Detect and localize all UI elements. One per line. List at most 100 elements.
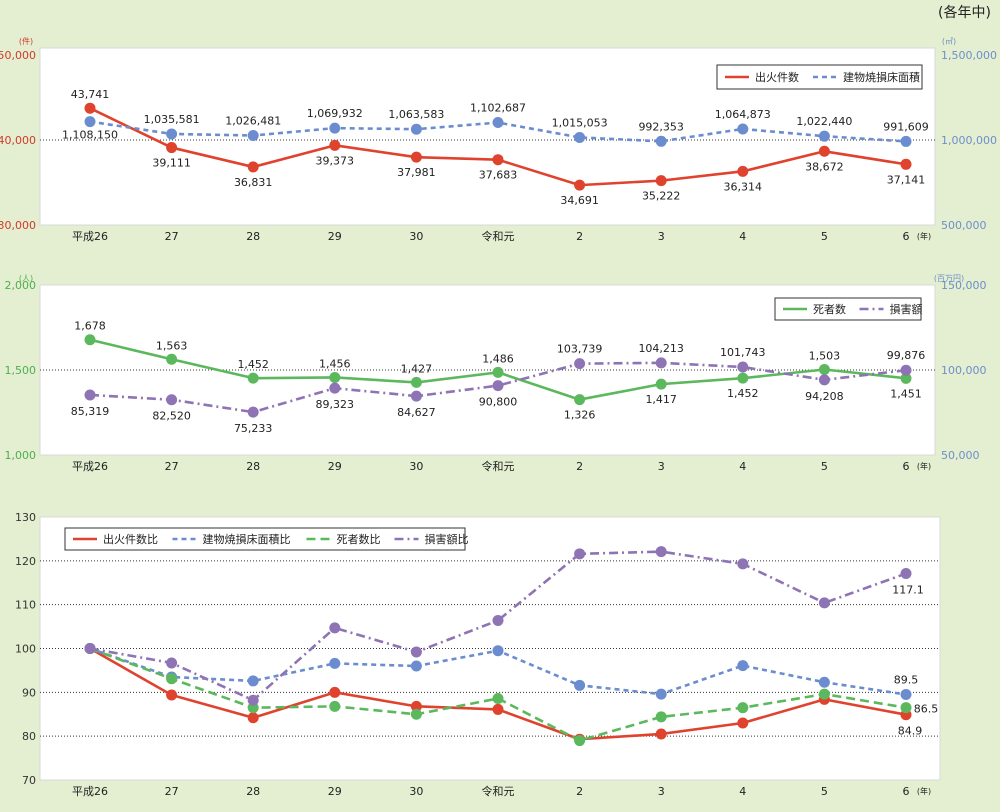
- x-unit-label: (年): [917, 786, 931, 796]
- data-point: [900, 568, 912, 580]
- data-label: 1,063,583: [388, 108, 444, 121]
- data-label: 1,417: [645, 393, 677, 406]
- data-label: 39,111: [152, 157, 191, 170]
- x-tick-label: 6: [903, 460, 910, 473]
- chart-3: 70 80 90 100 110 120 130 平成26 27 28 29 30 令和元 2 3 4 5 6 (年…: [15, 511, 941, 798]
- data-point: [84, 643, 96, 654]
- x-tick-label: 29: [328, 230, 342, 243]
- data-label: 1,452: [727, 387, 759, 400]
- data-label: 82,520: [152, 410, 191, 423]
- y-right-tick-label: 1,000,000: [941, 134, 997, 147]
- data-label: 1,015,053: [552, 116, 608, 129]
- data-label: 103,739: [557, 343, 603, 356]
- legend-label: 出火件数比: [103, 532, 158, 546]
- data-label: 1,452: [237, 358, 269, 371]
- y-right-tick-label: 500,000: [941, 219, 987, 232]
- data-point: [329, 382, 341, 394]
- data-point: [737, 717, 749, 729]
- data-point: [655, 378, 667, 390]
- legend-label: 損害額: [890, 302, 923, 316]
- data-label: 1,678: [74, 320, 106, 333]
- x-tick-label: 3: [658, 785, 665, 798]
- data-label: 1,427: [401, 362, 433, 375]
- y-left-tick-label: 1,500: [5, 364, 37, 377]
- x-unit-label: (年): [917, 231, 931, 241]
- data-label: 992,353: [638, 120, 684, 133]
- legend-box: [774, 297, 922, 321]
- y-left-tick-label: 50,000: [0, 49, 36, 62]
- x-tick-label: 27: [165, 460, 179, 473]
- data-point: [818, 363, 830, 375]
- data-point: [410, 646, 422, 658]
- data-point: [818, 688, 830, 700]
- page-note: (各年中): [938, 5, 991, 21]
- data-point: [329, 371, 341, 383]
- data-label: 1,456: [319, 357, 351, 370]
- x-tick-label: 令和元: [482, 229, 515, 243]
- data-label: 1,102,687: [470, 102, 526, 115]
- data-point: [818, 145, 830, 157]
- x-unit-label: (年): [917, 461, 931, 471]
- x-tick-label: 28: [246, 785, 260, 798]
- data-label: 89.5: [894, 674, 919, 687]
- data-point: [410, 376, 422, 388]
- data-point: [818, 374, 830, 386]
- data-point: [247, 129, 259, 141]
- y-left-tick-label: 130: [15, 511, 36, 524]
- data-label: 1,563: [156, 339, 188, 352]
- data-point: [737, 702, 749, 714]
- y-left-tick-label: 70: [22, 774, 36, 787]
- data-label: 90,800: [479, 396, 518, 409]
- data-point: [247, 675, 259, 687]
- data-label: 84,627: [397, 406, 436, 419]
- x-tick-label: 30: [409, 230, 423, 243]
- data-point: [247, 406, 259, 418]
- data-point: [655, 357, 667, 369]
- x-tick-label: 6: [903, 785, 910, 798]
- data-point: [574, 394, 586, 406]
- legend-label: 建物焼損床面積比: [203, 532, 291, 546]
- x-tick-label: 令和元: [482, 784, 515, 798]
- data-point: [574, 735, 586, 747]
- x-tick-label: 28: [246, 230, 260, 243]
- data-label: 1,035,581: [144, 113, 200, 126]
- data-point: [84, 116, 96, 128]
- legend-box: [716, 64, 923, 90]
- data-point: [410, 390, 422, 402]
- y-right-unit: (㎡): [942, 37, 956, 46]
- y-left-unit: (件): [19, 36, 33, 46]
- x-tick-label: 5: [821, 230, 828, 243]
- data-label: 37,981: [397, 166, 436, 179]
- y-left-tick-label: 30,000: [0, 219, 36, 232]
- y-left-tick-label: 90: [22, 686, 36, 699]
- data-label: 75,233: [234, 422, 273, 435]
- y-left-tick-label: 40,000: [0, 134, 36, 147]
- data-point: [410, 708, 422, 720]
- data-point: [818, 676, 830, 688]
- y-left-tick-label: 120: [15, 555, 36, 568]
- data-point: [84, 334, 96, 346]
- x-tick-label: 30: [409, 460, 423, 473]
- data-point: [166, 142, 178, 154]
- data-point: [574, 179, 586, 191]
- data-point: [737, 123, 749, 135]
- data-label: 94,208: [805, 390, 844, 403]
- chart-2: 1,000 1,500 2,000(人) 50,000 100,000 150,000(百…: [5, 274, 987, 473]
- data-label: 36,831: [234, 176, 273, 189]
- data-point: [492, 645, 504, 657]
- data-label: 101,743: [720, 346, 766, 359]
- x-tick-label: 3: [658, 230, 665, 243]
- data-point: [737, 372, 749, 384]
- x-tick-label: 2: [576, 230, 583, 243]
- data-label: 84.9: [898, 725, 923, 738]
- data-point: [492, 117, 504, 129]
- y-left-tick-label: 1,000: [5, 449, 37, 462]
- x-tick-label: 29: [328, 785, 342, 798]
- legend-label: 出火件数: [755, 70, 799, 84]
- data-label: 1,326: [564, 409, 596, 422]
- data-label: 1,022,440: [796, 115, 852, 128]
- data-point: [900, 158, 912, 170]
- x-tick-label: 4: [739, 230, 746, 243]
- data-point: [329, 139, 341, 151]
